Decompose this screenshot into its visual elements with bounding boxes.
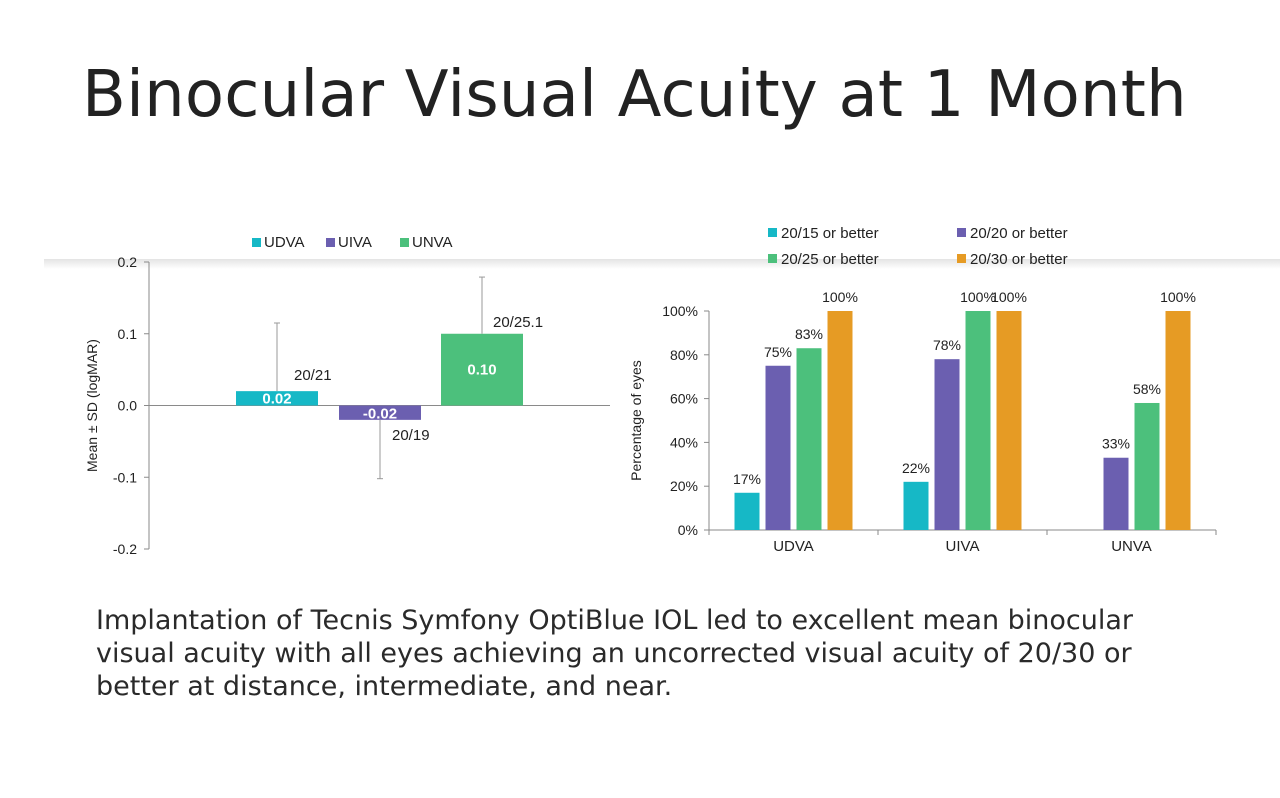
y-axis-label: Mean ± SD (logMAR): [84, 339, 100, 472]
legend-label-uiva: UIVA: [338, 234, 372, 251]
bar-20-25-or-better-unva: [1134, 402, 1160, 530]
legend-label-20-30-or-better: 20/30 or better: [970, 251, 1068, 268]
y-axis-label: Percentage of eyes: [628, 360, 644, 481]
mean-acuity-chart: 0.2 0.1 0.0 -0.1 -0.2 Mean ± SD (logMAR) UDVA U…: [84, 234, 610, 557]
bar-udva: [236, 391, 318, 406]
legend-swatch-udva: [252, 238, 261, 247]
y-tick-label: 20%: [670, 478, 698, 494]
legend-swatch-unva: [400, 238, 409, 247]
data-label-20-20-or-better-unva: 33%: [1102, 436, 1130, 452]
y-tick-label: 60%: [670, 391, 698, 407]
y-tick-label: 0.0: [118, 398, 138, 414]
data-label-20-25-or-better-uiva: 100%: [960, 289, 996, 305]
legend-swatch-20-20-or-better: [957, 228, 966, 237]
data-label-20-30-or-better-udva: 100%: [822, 289, 858, 305]
data-label-20-20-or-better-udva: 75%: [764, 344, 792, 360]
bar-20-20-or-better-unva: [1103, 457, 1129, 530]
value-label-udva: 0.02: [262, 390, 291, 407]
snellen-label-uiva: 20/19: [392, 427, 430, 444]
snellen-label-udva: 20/21: [294, 367, 332, 384]
bar-20-30-or-better-unva: [1165, 311, 1191, 530]
legend-swatch-20-30-or-better: [957, 254, 966, 263]
y-tick-label: 0.2: [118, 254, 138, 270]
slide-title: Binocular Visual Acuity at 1 Month: [82, 58, 1187, 132]
header-shadow-band: [44, 259, 1280, 269]
data-label-20-15-or-better-uiva: 22%: [902, 460, 930, 476]
bar-uiva: [339, 405, 421, 420]
legend-label-unva: UNVA: [412, 234, 453, 251]
y-tick-label: -0.1: [113, 469, 137, 485]
bar-20-30-or-better-uiva: [996, 311, 1022, 530]
y-tick-label: 0%: [678, 522, 698, 538]
value-label-unva: 0.10: [467, 362, 496, 379]
snellen-label-unva: 20/25.1: [493, 314, 543, 331]
bar-20-15-or-better-udva: [734, 492, 760, 530]
legend-label-udva: UDVA: [264, 234, 305, 251]
legend-swatch-20-15-or-better: [768, 228, 777, 237]
data-label-20-20-or-better-uiva: 78%: [933, 337, 961, 353]
y-tick-label: 40%: [670, 434, 698, 450]
data-label-20-25-or-better-unva: 58%: [1133, 381, 1161, 397]
legend-swatch-uiva: [326, 238, 335, 247]
percentage-eyes-chart: 100% 80% 60% 40% 20% 0% Percentage of eyes 20/1…: [628, 225, 1217, 555]
data-label-20-30-or-better-unva: 100%: [1160, 289, 1196, 305]
x-tick-label-unva: UNVA: [1111, 538, 1152, 555]
bar-20-30-or-better-udva: [827, 311, 853, 530]
data-label-20-15-or-better-udva: 17%: [733, 471, 761, 487]
caption-text: Implantation of Tecnis Symfony OptiBlue …: [96, 605, 1134, 702]
legend-label-20-25-or-better: 20/25 or better: [781, 251, 879, 268]
x-tick-label-udva: UDVA: [773, 538, 814, 555]
bar-20-20-or-better-uiva: [934, 359, 960, 530]
bar-unva: [441, 333, 523, 406]
bar-20-15-or-better-uiva: [903, 481, 929, 530]
data-label-20-25-or-better-udva: 83%: [795, 326, 823, 342]
data-label-20-30-or-better-uiva: 100%: [991, 289, 1027, 305]
y-tick-label: 80%: [670, 347, 698, 363]
y-tick-label: 100%: [662, 303, 698, 319]
value-label-uiva: -0.02: [363, 406, 397, 423]
legend-label-20-15-or-better: 20/15 or better: [781, 225, 879, 242]
y-tick-label: 0.1: [118, 326, 138, 342]
legend-swatch-20-25-or-better: [768, 254, 777, 263]
bar-20-20-or-better-udva: [765, 365, 791, 530]
legend-label-20-20-or-better: 20/20 or better: [970, 225, 1068, 242]
bar-20-25-or-better-udva: [796, 348, 822, 530]
bar-20-25-or-better-uiva: [965, 311, 991, 530]
y-tick-label: -0.2: [113, 541, 137, 557]
x-tick-label-uiva: UIVA: [946, 538, 980, 555]
